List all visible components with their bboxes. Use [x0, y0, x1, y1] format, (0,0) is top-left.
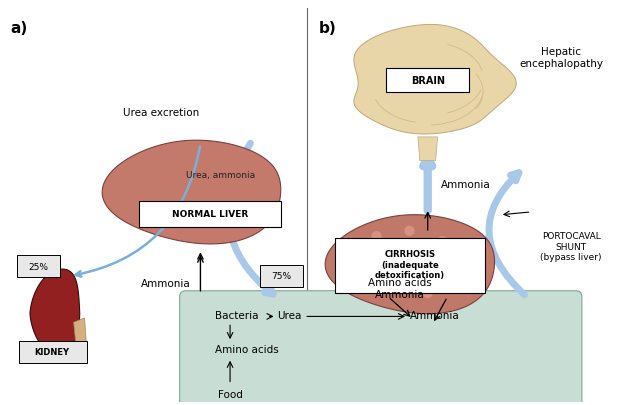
Circle shape: [364, 272, 375, 283]
Polygon shape: [354, 24, 516, 134]
Text: Ammonia: Ammonia: [410, 311, 460, 322]
Text: Hepatic
encephalopathy: Hepatic encephalopathy: [519, 47, 603, 69]
Text: 25%: 25%: [28, 262, 48, 272]
Text: a): a): [10, 21, 28, 36]
Text: CIRRHOSIS
(inadequate
detoxification): CIRRHOSIS (inadequate detoxification): [375, 250, 445, 280]
Circle shape: [423, 288, 433, 298]
Text: NORMAL LIVER: NORMAL LIVER: [172, 210, 249, 220]
FancyBboxPatch shape: [180, 291, 582, 405]
Circle shape: [444, 262, 455, 272]
Text: Urea excretion: Urea excretion: [123, 108, 199, 118]
Polygon shape: [73, 318, 86, 347]
FancyBboxPatch shape: [139, 201, 281, 227]
Text: PORTOCAVAL
SHUNT
(bypass liver): PORTOCAVAL SHUNT (bypass liver): [540, 232, 602, 262]
Text: KIDNEY: KIDNEY: [35, 348, 70, 357]
Polygon shape: [30, 269, 80, 358]
Polygon shape: [325, 215, 495, 314]
Circle shape: [371, 231, 382, 241]
Text: BRAIN: BRAIN: [411, 76, 445, 86]
FancyBboxPatch shape: [335, 237, 485, 293]
Circle shape: [386, 257, 396, 267]
Circle shape: [413, 252, 424, 262]
Text: Amino acids
Ammonia: Amino acids Ammonia: [368, 278, 432, 300]
Text: Bacteria: Bacteria: [215, 311, 259, 322]
Circle shape: [437, 236, 447, 246]
Circle shape: [455, 247, 466, 257]
Circle shape: [404, 226, 415, 236]
Text: Urea: Urea: [278, 311, 302, 322]
Text: Ammonia: Ammonia: [441, 180, 491, 190]
FancyBboxPatch shape: [17, 255, 60, 277]
Circle shape: [390, 283, 400, 293]
Text: b): b): [319, 21, 337, 36]
Text: Ammonia: Ammonia: [141, 279, 191, 289]
Text: Urea, ammonia: Urea, ammonia: [186, 171, 255, 180]
FancyBboxPatch shape: [260, 265, 303, 287]
FancyBboxPatch shape: [386, 68, 469, 92]
Polygon shape: [102, 140, 281, 244]
Text: 75%: 75%: [271, 273, 291, 281]
Polygon shape: [418, 137, 437, 161]
FancyBboxPatch shape: [19, 341, 87, 363]
Circle shape: [463, 283, 473, 293]
Text: Food: Food: [218, 390, 242, 400]
Text: Amino acids: Amino acids: [215, 345, 279, 355]
